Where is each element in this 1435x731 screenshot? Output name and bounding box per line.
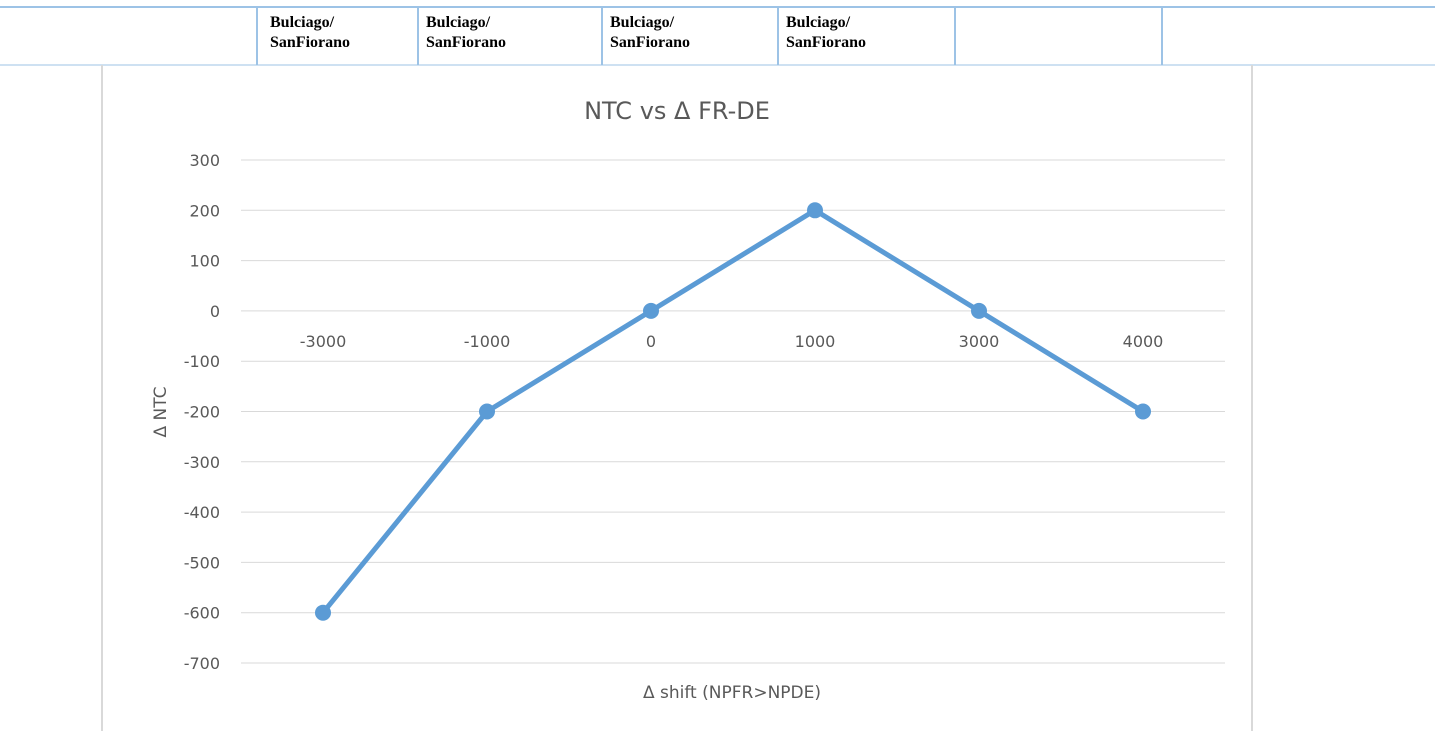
table-borders — [0, 6, 1435, 731]
y-tick-label: -300 — [184, 453, 220, 472]
x-tick-label: 1000 — [795, 332, 836, 351]
y-tick-label: -700 — [184, 654, 220, 673]
x-tick-label: -1000 — [464, 332, 511, 351]
x-tick-label: -3000 — [300, 332, 347, 351]
data-line — [321, 207, 1145, 615]
x-axis-label: Δ shift (NPFR>NPDE) — [643, 683, 821, 703]
y-tick-label: -500 — [184, 553, 220, 572]
y-tick-label: 300 — [189, 151, 220, 170]
data-point — [479, 403, 495, 420]
cell-text: Bulciago/ — [786, 14, 851, 31]
cell-text: SanFiorano — [786, 34, 866, 51]
data-point — [971, 302, 987, 319]
y-tick-label: -400 — [184, 503, 220, 522]
x-tick-label: 0 — [646, 332, 656, 351]
cell-text: Bulciago/ — [610, 14, 675, 31]
y-tick-label: -200 — [184, 403, 220, 422]
data-point — [1135, 403, 1151, 420]
x-tick-label: 3000 — [959, 332, 1000, 351]
chart-title: NTC vs Δ FR-DE — [584, 97, 770, 125]
y-tick-label: -600 — [184, 604, 220, 623]
y-tick-label: 100 — [189, 252, 220, 271]
y-tick-label: 0 — [210, 302, 220, 321]
data-point — [643, 302, 659, 319]
y-tick-label: 200 — [189, 201, 220, 220]
cell-text: SanFiorano — [270, 34, 350, 51]
cell-text: Bulciago/ — [426, 14, 491, 31]
data-point — [807, 202, 823, 219]
y-tick-label: -100 — [184, 352, 220, 371]
data-point — [315, 604, 331, 621]
x-tick-label: 4000 — [1123, 332, 1164, 351]
y-axis-label: Δ NTC — [151, 386, 171, 437]
cell-text: SanFiorano — [610, 34, 690, 51]
cell-text: SanFiorano — [426, 34, 506, 51]
cell-text: Bulciago/ — [270, 14, 335, 31]
